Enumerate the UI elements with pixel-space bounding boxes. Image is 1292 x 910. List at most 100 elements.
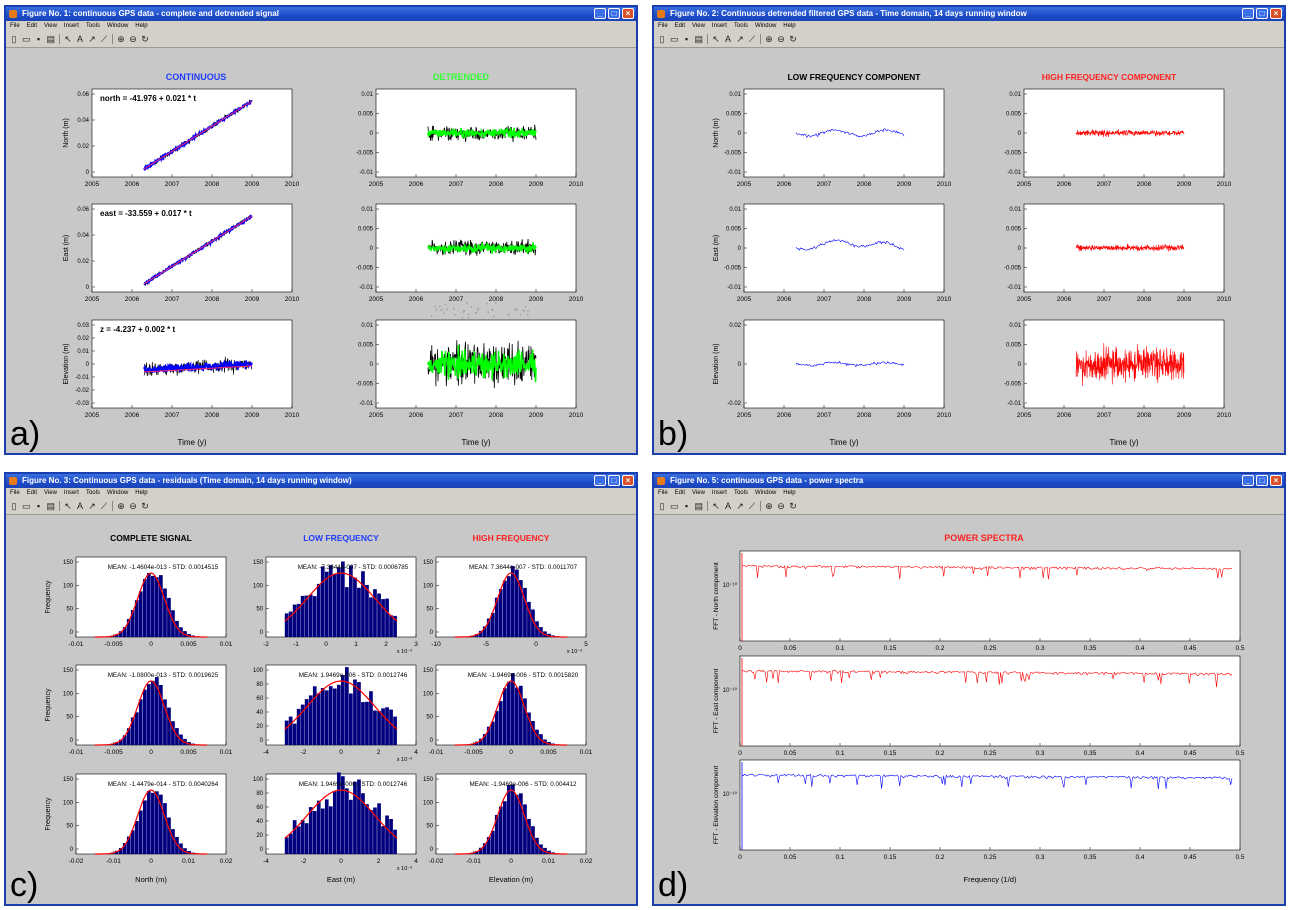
new-figure-icon[interactable]: ▯ xyxy=(11,33,17,44)
menu-file[interactable]: File xyxy=(658,490,668,496)
rotate-icon[interactable]: ↻ xyxy=(141,33,149,44)
zoom-in-icon[interactable]: ⊕ xyxy=(117,500,125,511)
text-icon[interactable]: A xyxy=(725,34,732,44)
save-icon[interactable]: ▪ xyxy=(684,34,689,44)
menu-help[interactable]: Help xyxy=(783,490,796,496)
detrended-series xyxy=(427,344,537,383)
menu-tools[interactable]: Tools xyxy=(733,23,748,29)
maximize-button[interactable]: □ xyxy=(1256,475,1268,486)
maximize-button[interactable]: □ xyxy=(1256,8,1268,19)
menu-edit[interactable]: Edit xyxy=(674,490,686,496)
arrow-icon[interactable]: ↗ xyxy=(88,500,96,511)
maximize-button[interactable]: □ xyxy=(608,475,620,486)
minimize-button[interactable]: _ xyxy=(1242,8,1254,19)
zoom-in-icon[interactable]: ⊕ xyxy=(765,33,773,44)
menu-insert[interactable]: Insert xyxy=(63,490,79,496)
zoom-in-icon[interactable]: ⊕ xyxy=(117,33,125,44)
minimize-button[interactable]: _ xyxy=(1242,475,1254,486)
rotate-icon[interactable]: ↻ xyxy=(789,500,797,511)
arrow-icon[interactable]: ↗ xyxy=(88,33,96,44)
zoom-out-icon[interactable]: ⊖ xyxy=(777,33,785,44)
minimize-button[interactable]: _ xyxy=(594,475,606,486)
menu-file[interactable]: File xyxy=(658,23,668,29)
zoom-out-icon[interactable]: ⊖ xyxy=(129,33,137,44)
close-button[interactable]: × xyxy=(1270,8,1282,19)
print-icon[interactable]: ▤ xyxy=(694,500,704,511)
figure-window-2[interactable]: Figure No. 2: Continuous detrended filte… xyxy=(652,5,1286,455)
line-icon[interactable]: ⟋ xyxy=(748,33,756,44)
menu-insert[interactable]: Insert xyxy=(711,490,727,496)
close-button[interactable]: × xyxy=(622,8,634,19)
menu-help[interactable]: Help xyxy=(783,23,796,29)
arrow-icon[interactable]: ↗ xyxy=(736,500,744,511)
power-spectrum-series xyxy=(741,564,1233,580)
menu-edit[interactable]: Edit xyxy=(26,23,38,29)
menu-tools[interactable]: Tools xyxy=(85,490,100,496)
maximize-button[interactable]: □ xyxy=(608,8,620,19)
pointer-icon[interactable]: ↖ xyxy=(64,500,72,511)
print-icon[interactable]: ▤ xyxy=(694,33,704,44)
text-icon[interactable]: A xyxy=(725,501,732,511)
menu-window[interactable]: Window xyxy=(106,490,129,496)
zoom-in-icon[interactable]: ⊕ xyxy=(765,500,773,511)
figure-window-5[interactable]: Figure No. 5: continuous GPS data - powe… xyxy=(652,472,1286,906)
menu-tools[interactable]: Tools xyxy=(85,23,100,29)
print-icon[interactable]: ▤ xyxy=(46,33,56,44)
menu-insert[interactable]: Insert xyxy=(711,23,727,29)
zoom-out-icon[interactable]: ⊖ xyxy=(777,500,785,511)
menu-view[interactable]: View xyxy=(692,490,705,496)
menu-insert[interactable]: Insert xyxy=(63,23,79,29)
menu-help[interactable]: Help xyxy=(135,490,148,496)
arrow-icon[interactable]: ↗ xyxy=(736,33,744,44)
new-figure-icon[interactable]: ▯ xyxy=(659,500,665,511)
new-figure-icon[interactable]: ▯ xyxy=(659,33,665,44)
open-icon[interactable]: ▭ xyxy=(22,33,31,44)
window-titlebar[interactable]: Figure No. 3: Continuous GPS data - resi… xyxy=(6,474,636,488)
open-icon[interactable]: ▭ xyxy=(670,33,679,44)
menu-view[interactable]: View xyxy=(44,490,57,496)
figure-window-3[interactable]: Figure No. 3: Continuous GPS data - resi… xyxy=(4,472,638,906)
menu-help[interactable]: Help xyxy=(135,23,148,29)
print-icon[interactable]: ▤ xyxy=(46,500,56,511)
window-titlebar[interactable]: Figure No. 2: Continuous detrended filte… xyxy=(654,7,1284,21)
text-icon[interactable]: A xyxy=(77,34,84,44)
menu-view[interactable]: View xyxy=(44,23,57,29)
save-icon[interactable]: ▪ xyxy=(36,34,41,44)
save-icon[interactable]: ▪ xyxy=(36,501,41,511)
menu-edit[interactable]: Edit xyxy=(26,490,38,496)
line-icon[interactable]: ⟋ xyxy=(100,500,108,511)
menu-edit[interactable]: Edit xyxy=(674,23,686,29)
open-icon[interactable]: ▭ xyxy=(670,500,679,511)
rotate-icon[interactable]: ↻ xyxy=(789,33,797,44)
new-figure-icon[interactable]: ▯ xyxy=(11,500,17,511)
line-icon[interactable]: ⟋ xyxy=(748,500,756,511)
close-button[interactable]: × xyxy=(1270,475,1282,486)
window-titlebar[interactable]: Figure No. 1: continuous GPS data - comp… xyxy=(6,7,636,21)
pointer-icon[interactable]: ↖ xyxy=(64,33,72,44)
y-tick-label: 0.01 xyxy=(729,207,741,213)
menu-file[interactable]: File xyxy=(10,23,20,29)
save-icon[interactable]: ▪ xyxy=(684,501,689,511)
line-icon[interactable]: ⟋ xyxy=(100,33,108,44)
rotate-icon[interactable]: ↻ xyxy=(141,500,149,511)
window-titlebar[interactable]: Figure No. 5: continuous GPS data - powe… xyxy=(654,474,1284,488)
menu-file[interactable]: File xyxy=(10,490,20,496)
histogram-bar xyxy=(175,620,179,637)
menu-window[interactable]: Window xyxy=(754,490,777,496)
menu-view[interactable]: View xyxy=(692,23,705,29)
text-icon[interactable]: A xyxy=(77,501,84,511)
x-tick-label: 0.2 xyxy=(935,645,944,652)
pointer-icon[interactable]: ↖ xyxy=(712,33,720,44)
close-button[interactable]: × xyxy=(622,475,634,486)
pointer-icon[interactable]: ↖ xyxy=(712,500,720,511)
menu-window[interactable]: Window xyxy=(754,23,777,29)
low-frequency-series xyxy=(795,128,905,139)
menu-window[interactable]: Window xyxy=(106,23,129,29)
figure-window-1[interactable]: Figure No. 1: continuous GPS data - comp… xyxy=(4,5,638,455)
zoom-out-icon[interactable]: ⊖ xyxy=(129,500,137,511)
y-tick-label: 50 xyxy=(66,607,73,613)
minimize-button[interactable]: _ xyxy=(594,8,606,19)
open-icon[interactable]: ▭ xyxy=(22,500,31,511)
menu-tools[interactable]: Tools xyxy=(733,490,748,496)
histogram-bar xyxy=(143,800,147,854)
